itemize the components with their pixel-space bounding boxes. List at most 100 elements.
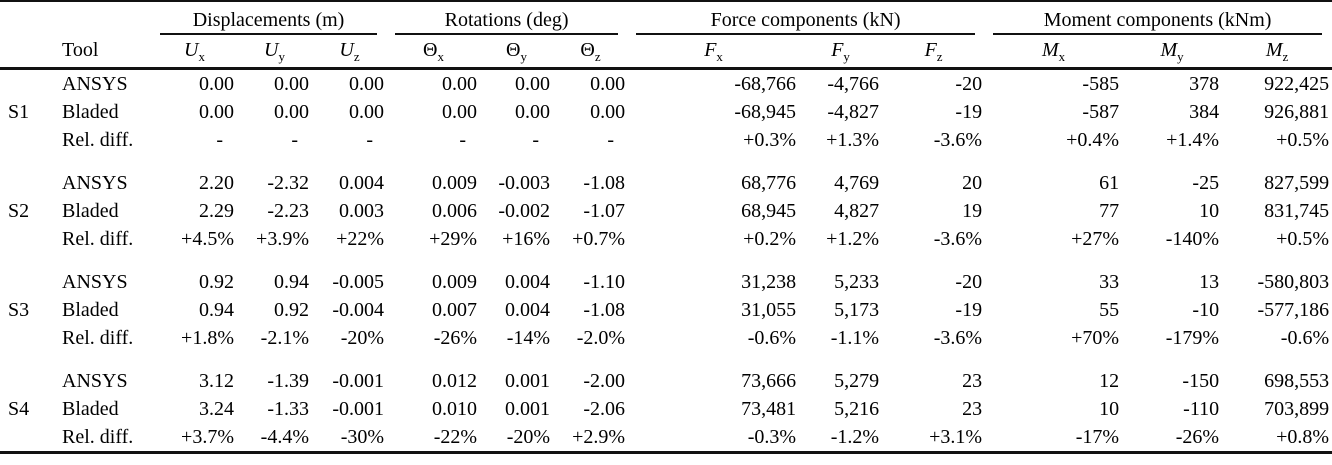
value-cell: 5,233 (834, 270, 880, 293)
value-cell: +22% (336, 227, 385, 250)
value-cell: -2.23 (267, 199, 309, 222)
value-cell: 0.009 (432, 171, 478, 194)
station-label (0, 126, 48, 154)
corner-cell (0, 1, 152, 35)
value-cell: +70% (1071, 326, 1120, 349)
station-label: S2 (8, 199, 30, 222)
group-label: Moment components (kNm) (993, 9, 1323, 35)
value-cell: 68,776 (741, 171, 797, 194)
value-cell: -1.33 (267, 397, 309, 420)
value-cell: 13 (1199, 270, 1220, 293)
col-header-ux: Ux (152, 35, 237, 70)
col-header-fz: Fz (882, 35, 986, 70)
value-cell: 3.24 (199, 397, 234, 420)
value-cell: 0.003 (339, 199, 385, 222)
value-cell: -1.10 (583, 270, 626, 293)
col-header-theta-y: Θy (480, 35, 554, 70)
group-header-row: Displacements (m) Rotations (deg) Force … (0, 1, 1332, 35)
table-row: S3 Bladed 0.94 0.92 -0.004 0.007 0.004 -1.08 31,… (0, 296, 1332, 324)
value-cell: +27% (1071, 227, 1120, 250)
value-cell: 23 (962, 397, 983, 420)
value-cell: -3.6% (933, 128, 983, 151)
value-cell: -140% (1165, 227, 1220, 250)
station-label (0, 423, 48, 453)
value-cell: 0.00 (442, 72, 478, 95)
value-cell: -0.001 (332, 369, 385, 392)
value-cell: 0.00 (590, 72, 626, 95)
value-cell: -19 (955, 100, 983, 123)
value-cell: 0.00 (274, 100, 309, 123)
value-cell: -150 (1182, 369, 1220, 392)
value-cell: 5,216 (834, 397, 880, 420)
value-cell: -2.0% (576, 326, 626, 349)
value-cell: +0.8% (1276, 425, 1330, 448)
station-label (0, 225, 48, 253)
group-header-moments: Moment components (kNm) (985, 1, 1332, 35)
value-cell: +0.5% (1276, 128, 1330, 151)
table-row: S1 Bladed 0.00 0.00 0.00 0.00 0.00 0.00 -68,945 -… (0, 98, 1332, 126)
value-cell: -0.6% (1280, 326, 1330, 349)
value-cell: -1.1% (830, 326, 880, 349)
value-cell: 0.92 (274, 298, 309, 321)
value-cell: 0.001 (505, 397, 551, 420)
value-cell: 55 (1099, 298, 1120, 321)
value-cell: +0.3% (743, 128, 797, 151)
value-cell: +1.3% (826, 128, 880, 151)
value-cell: 0.012 (432, 369, 478, 392)
group-header-forces: Force components (kN) (628, 1, 985, 35)
value-cell: 0.004 (339, 171, 385, 194)
value-cell: 4,827 (834, 199, 880, 222)
value-cell: +1.2% (826, 227, 880, 250)
station-label: S3 (8, 298, 30, 321)
value-cell: +0.7% (572, 227, 626, 250)
value-cell: 0.94 (199, 298, 234, 321)
value-cell: 0.00 (274, 72, 309, 95)
value-cell: -17% (1075, 425, 1120, 448)
value-cell: -20 (955, 270, 983, 293)
value-cell: 2.20 (199, 171, 234, 194)
table-row: ANSYS 0.92 0.94 -0.005 0.009 0.004 -1.10 31,238… (0, 253, 1332, 296)
value-cell: -1.08 (583, 298, 626, 321)
station-label (0, 69, 48, 99)
value-cell: 0.001 (505, 369, 551, 392)
value-cell: 0.004 (505, 298, 551, 321)
value-cell: -68,945 (734, 100, 797, 123)
value-cell: 0.00 (590, 100, 626, 123)
value-cell: -0.6% (747, 326, 797, 349)
table-row: S4 Bladed 3.24 -1.33 -0.001 0.010 0.001 -2.06 73… (0, 395, 1332, 423)
value-cell: 0.00 (349, 100, 385, 123)
tool-label: ANSYS (62, 72, 128, 95)
value-cell: -0.005 (332, 270, 385, 293)
table-row: Rel. diff. - - - - - - +0.3% +1.3% -3.6% +0.4% +1.4… (0, 126, 1332, 154)
table-row: ANSYS 0.00 0.00 0.00 0.00 0.00 0.00 -68,766 -4,7… (0, 69, 1332, 99)
value-cell: -580,803 (1257, 270, 1330, 293)
results-table: Displacements (m) Rotations (deg) Force … (0, 0, 1332, 454)
value-cell: - (291, 128, 298, 151)
sub-header-row: Tool Ux Uy Uz Θx Θy Θz Fx Fy Fz Mx My Mz (0, 35, 1332, 70)
value-cell: 0.007 (432, 298, 478, 321)
value-cell: 0.00 (199, 72, 234, 95)
value-cell: -0.001 (332, 397, 385, 420)
value-cell: +29% (429, 227, 478, 250)
value-cell: -30% (340, 425, 385, 448)
col-header-mz: Mz (1222, 35, 1332, 70)
value-cell: -587 (1082, 100, 1120, 123)
value-cell: +0.2% (743, 227, 797, 250)
value-cell: -4,827 (827, 100, 880, 123)
value-cell: 20 (962, 171, 983, 194)
value-cell: - (532, 128, 540, 151)
group-label: Force components (kN) (636, 9, 976, 35)
value-cell: -20% (340, 326, 385, 349)
value-cell: 0.00 (442, 100, 478, 123)
value-cell: - (216, 128, 223, 151)
value-cell: -179% (1165, 326, 1220, 349)
value-cell: -577,186 (1257, 298, 1330, 321)
tool-label: Bladed (62, 298, 119, 321)
value-cell: 2.29 (199, 199, 234, 222)
tool-label: Bladed (62, 397, 119, 420)
station-label (0, 324, 48, 352)
value-cell: -20% (506, 425, 551, 448)
value-cell: -585 (1082, 72, 1120, 95)
tool-label: ANSYS (62, 369, 128, 392)
col-header-my: My (1122, 35, 1223, 70)
